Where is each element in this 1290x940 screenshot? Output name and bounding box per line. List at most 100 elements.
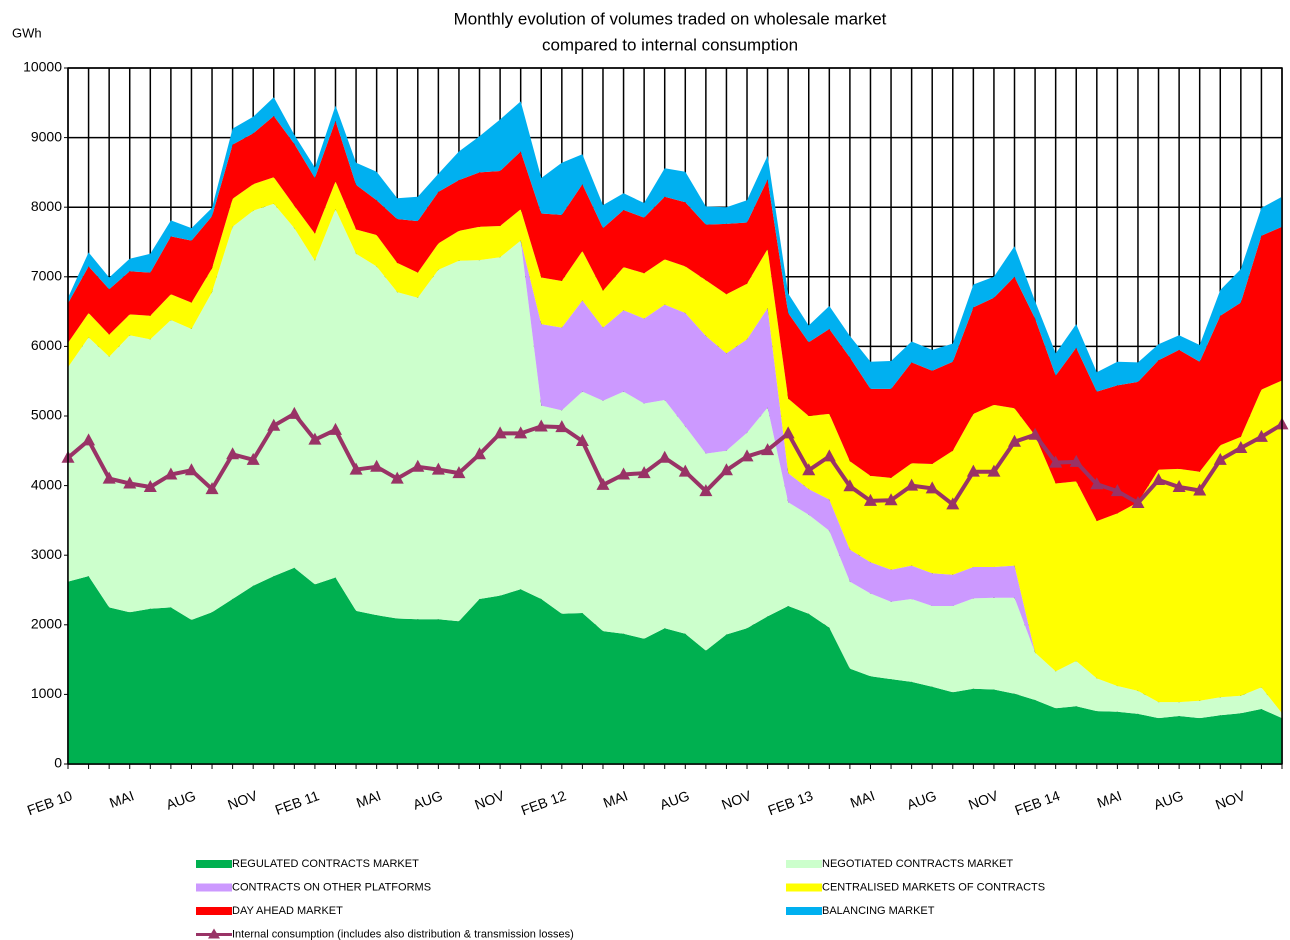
line-marker bbox=[514, 426, 528, 439]
legend-item: NEGOTIATED CONTRACTS MARKET bbox=[786, 858, 1013, 870]
line-marker bbox=[596, 477, 610, 490]
y-tick-label: 9000 bbox=[31, 128, 62, 144]
line-marker bbox=[431, 462, 445, 475]
line-marker bbox=[946, 497, 960, 510]
legend-marker bbox=[208, 928, 220, 939]
y-tick-label: 0 bbox=[54, 755, 62, 771]
line-marker bbox=[226, 447, 240, 460]
line-marker bbox=[1172, 479, 1186, 492]
legend-item: Internal consumption (includes also dist… bbox=[196, 928, 574, 940]
x-tick-label: NOV bbox=[966, 787, 1001, 813]
x-tick-label: AUG bbox=[1151, 787, 1185, 812]
y-tick-label: 1000 bbox=[31, 685, 62, 701]
line-marker bbox=[1049, 455, 1063, 468]
legend-item: CONTRACTS ON OTHER PLATFORMS bbox=[196, 881, 431, 893]
legend-item: BALANCING MARKET bbox=[786, 905, 935, 917]
legend-swatch bbox=[196, 860, 232, 868]
line-marker bbox=[802, 463, 816, 476]
x-tick-label: AUG bbox=[411, 787, 445, 812]
y-tick-label: 6000 bbox=[31, 337, 62, 353]
line-marker bbox=[287, 406, 301, 419]
legend-item: DAY AHEAD MARKET bbox=[196, 905, 343, 917]
x-tick-label: NOV bbox=[472, 787, 507, 813]
line-marker bbox=[1193, 483, 1207, 496]
y-tick-label: 3000 bbox=[31, 546, 62, 562]
line-marker bbox=[493, 426, 507, 439]
line-marker bbox=[884, 493, 898, 506]
area bbox=[68, 203, 1282, 719]
x-tick-label: FEB 14 bbox=[1013, 787, 1063, 818]
line-marker bbox=[184, 463, 198, 476]
line-marker bbox=[1254, 429, 1268, 442]
area bbox=[68, 567, 1282, 764]
line-marker bbox=[1213, 452, 1227, 465]
line-marker bbox=[1152, 473, 1166, 486]
line-marker bbox=[246, 452, 260, 465]
x-tick-label: AUG bbox=[905, 787, 939, 812]
x-tick-label: AUG bbox=[164, 787, 198, 812]
line-marker bbox=[740, 449, 754, 462]
line-marker bbox=[761, 443, 775, 456]
y-tick-label: 4000 bbox=[31, 476, 62, 492]
legend-swatch bbox=[786, 860, 822, 868]
legend-label: BALANCING MARKET bbox=[822, 905, 935, 917]
line-marker bbox=[966, 464, 980, 477]
line-marker bbox=[617, 467, 631, 480]
x-tick-label: FEB 11 bbox=[273, 787, 322, 818]
line-marker bbox=[1090, 477, 1104, 490]
x-tick-label: MAI bbox=[601, 787, 630, 811]
line-marker bbox=[637, 466, 651, 479]
legend-label: CONTRACTS ON OTHER PLATFORMS bbox=[232, 881, 431, 893]
line-marker bbox=[1110, 484, 1124, 497]
line-marker bbox=[719, 463, 733, 476]
line-marker bbox=[123, 476, 137, 489]
line-marker bbox=[699, 484, 713, 497]
line-marker bbox=[555, 420, 569, 433]
y-tick-label: 2000 bbox=[31, 616, 62, 632]
plot-border bbox=[67, 67, 1283, 765]
line-marker bbox=[1028, 427, 1042, 440]
line-marker bbox=[1069, 454, 1083, 467]
area bbox=[68, 97, 1282, 392]
line-marker bbox=[843, 479, 857, 492]
x-tick-label: MAI bbox=[1095, 787, 1124, 811]
line-marker bbox=[267, 418, 281, 431]
y-axis-label: GWh bbox=[12, 25, 42, 40]
area bbox=[68, 116, 1282, 522]
line-marker bbox=[308, 432, 322, 445]
legend-label: REGULATED CONTRACTS MARKET bbox=[232, 858, 419, 870]
line-marker bbox=[452, 466, 466, 479]
line-marker bbox=[370, 459, 384, 472]
line-marker bbox=[905, 478, 919, 491]
chart-title: Monthly evolution of volumes traded on w… bbox=[454, 9, 887, 28]
line-marker bbox=[678, 464, 692, 477]
legend-label: DAY AHEAD MARKET bbox=[232, 905, 343, 917]
y-tick-label: 7000 bbox=[31, 268, 62, 284]
line-marker bbox=[925, 481, 939, 494]
x-tick-label: NOV bbox=[1213, 787, 1248, 813]
x-tick-label: MAI bbox=[107, 787, 136, 811]
legend-item: CENTRALISED MARKETS OF CONTRACTS bbox=[786, 881, 1045, 893]
x-tick-label: NOV bbox=[225, 787, 260, 813]
legend-swatch bbox=[196, 907, 232, 915]
x-tick-label: FEB 13 bbox=[766, 787, 816, 818]
legend-label: CENTRALISED MARKETS OF CONTRACTS bbox=[822, 881, 1045, 893]
line-marker bbox=[349, 462, 363, 475]
line-marker bbox=[328, 422, 342, 435]
x-tick-label: NOV bbox=[719, 787, 754, 813]
x-tick-label: FEB 10 bbox=[25, 787, 75, 818]
line-marker bbox=[205, 482, 219, 495]
legend-label: NEGOTIATED CONTRACTS MARKET bbox=[822, 858, 1013, 870]
x-tick-label: MAI bbox=[848, 787, 877, 811]
line-marker bbox=[390, 471, 404, 484]
legend-item: REGULATED CONTRACTS MARKET bbox=[196, 858, 419, 870]
line-marker bbox=[575, 434, 589, 447]
line-marker bbox=[82, 433, 96, 446]
line-marker bbox=[822, 449, 836, 462]
legend-swatch bbox=[196, 883, 232, 892]
line-marker bbox=[658, 450, 672, 463]
line-marker bbox=[102, 471, 116, 484]
line-marker bbox=[987, 464, 1001, 477]
line-marker bbox=[863, 493, 877, 506]
